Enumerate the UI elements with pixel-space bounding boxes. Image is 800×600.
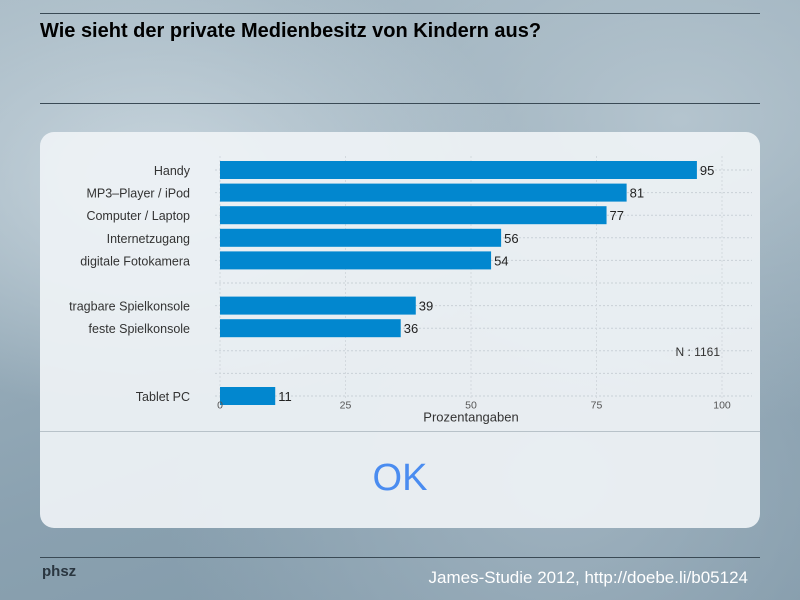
- page-title: Wie sieht der private Medienbesitz von K…: [40, 20, 542, 42]
- category-label: Computer / Laptop: [86, 209, 190, 223]
- bar: [220, 251, 492, 270]
- x-tick-label: 25: [340, 400, 352, 412]
- x-tick-label: 75: [591, 400, 603, 412]
- x-tick-label: 50: [465, 400, 477, 412]
- data-label: 77: [610, 208, 624, 223]
- top-rule: [40, 13, 760, 14]
- title-rule: [40, 103, 760, 104]
- data-label: 11: [278, 389, 292, 404]
- x-tick-label: 100: [713, 400, 731, 412]
- bar: [220, 387, 276, 405]
- x-tick-label: 0: [217, 400, 223, 412]
- category-label: Handy: [154, 164, 191, 178]
- data-label: 56: [504, 231, 518, 246]
- category-label: digitale Fotokamera: [80, 254, 190, 268]
- bar: [220, 183, 627, 202]
- category-label: Tablet PC: [136, 390, 190, 404]
- data-label: 95: [700, 163, 714, 178]
- bar: [220, 228, 502, 247]
- x-axis-title: Prozentangaben: [423, 410, 518, 425]
- divider: [40, 431, 760, 432]
- data-label: 81: [630, 186, 644, 201]
- bar: [220, 206, 607, 225]
- bar: [220, 296, 416, 315]
- category-label: tragbare Spielkonsole: [69, 300, 190, 314]
- bar: [220, 319, 401, 338]
- data-label: 36: [404, 321, 418, 336]
- bar: [220, 161, 697, 179]
- category-label: MP3–Player / iPod: [86, 187, 190, 201]
- sample-size-annotation: N : 1161: [676, 345, 721, 359]
- ok-button[interactable]: OK: [372, 457, 428, 499]
- bar-chart: Handy 95 MP3–Player / iPod 81 Computer / Lap…: [69, 156, 752, 425]
- category-label: Internetzugang: [107, 232, 190, 246]
- data-label: 54: [494, 253, 508, 268]
- category-label: feste Spielkonsole: [89, 322, 191, 336]
- logo: phsz: [42, 563, 77, 580]
- source-citation: James-Studie 2012, http://doebe.li/b0512…: [428, 568, 748, 587]
- data-label: 39: [419, 299, 433, 314]
- dialog-panel: Handy 95 MP3–Player / iPod 81 Computer / Lap…: [40, 132, 760, 528]
- footer-rule: [40, 557, 760, 558]
